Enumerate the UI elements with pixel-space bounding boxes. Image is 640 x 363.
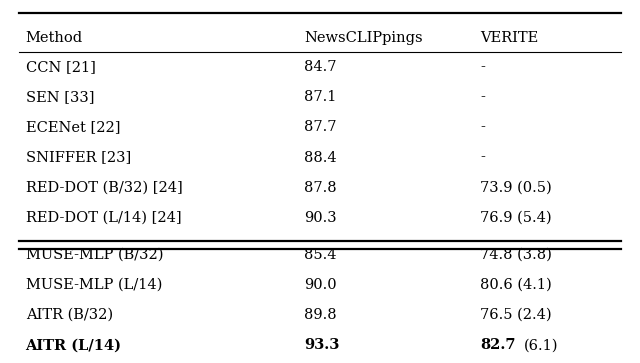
Text: -: - [480,90,485,104]
Text: 93.3: 93.3 [304,338,339,352]
Text: SNIFFER [23]: SNIFFER [23] [26,151,131,164]
Text: 90.3: 90.3 [304,211,337,225]
Text: 76.5 (2.4): 76.5 (2.4) [480,308,552,322]
Text: AITR (L/14): AITR (L/14) [26,338,122,352]
Text: (6.1): (6.1) [524,338,558,352]
Text: 84.7: 84.7 [304,60,337,74]
Text: Method: Method [26,31,83,45]
Text: CCN [21]: CCN [21] [26,60,95,74]
Text: MUSE-MLP (L/14): MUSE-MLP (L/14) [26,278,162,292]
Text: 82.7: 82.7 [480,338,515,352]
Text: 85.4: 85.4 [304,248,337,262]
Text: VERITE: VERITE [480,31,538,45]
Text: 89.8: 89.8 [304,308,337,322]
Text: AITR (B/32): AITR (B/32) [26,308,113,322]
Text: 73.9 (0.5): 73.9 (0.5) [480,181,552,195]
Text: 90.0: 90.0 [304,278,337,292]
Text: -: - [480,151,485,164]
Text: -: - [480,121,485,134]
Text: RED-DOT (B/32) [24]: RED-DOT (B/32) [24] [26,181,182,195]
Text: -: - [480,60,485,74]
Text: 87.7: 87.7 [304,121,337,134]
Text: 88.4: 88.4 [304,151,337,164]
Text: 80.6 (4.1): 80.6 (4.1) [480,278,552,292]
Text: ECENet [22]: ECENet [22] [26,121,120,134]
Text: 87.8: 87.8 [304,181,337,195]
Text: RED-DOT (L/14) [24]: RED-DOT (L/14) [24] [26,211,181,225]
Text: SEN [33]: SEN [33] [26,90,94,104]
Text: MUSE-MLP (B/32): MUSE-MLP (B/32) [26,248,163,262]
Text: 74.8 (3.8): 74.8 (3.8) [480,248,552,262]
Text: 76.9 (5.4): 76.9 (5.4) [480,211,552,225]
Text: 87.1: 87.1 [304,90,337,104]
Text: NewsCLIPpings: NewsCLIPpings [304,31,422,45]
